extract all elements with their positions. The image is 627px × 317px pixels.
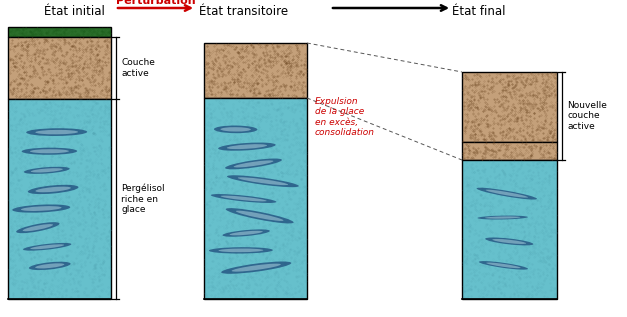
Ellipse shape [485, 217, 520, 219]
Ellipse shape [234, 160, 273, 167]
Bar [8, 99, 111, 299]
Ellipse shape [35, 187, 71, 192]
Ellipse shape [23, 243, 71, 251]
Ellipse shape [23, 224, 53, 231]
Bar [8, 37, 111, 99]
Ellipse shape [29, 262, 71, 270]
Text: Nouvelle
couche
active: Nouvelle couche active [567, 101, 607, 131]
Ellipse shape [485, 237, 534, 245]
Ellipse shape [477, 188, 537, 200]
Bar [462, 72, 557, 142]
Ellipse shape [214, 126, 257, 133]
Ellipse shape [221, 196, 266, 201]
Ellipse shape [229, 231, 263, 235]
Ellipse shape [13, 204, 70, 213]
Bar [204, 43, 307, 98]
Ellipse shape [221, 127, 251, 132]
Ellipse shape [28, 185, 78, 194]
Text: Pergélisol
riche en
glace: Pergélisol riche en glace [121, 184, 165, 214]
Ellipse shape [227, 144, 267, 149]
Ellipse shape [218, 143, 276, 151]
Text: Couche
active: Couche active [121, 58, 155, 78]
Bar [462, 160, 557, 299]
Ellipse shape [21, 206, 61, 211]
Ellipse shape [30, 149, 69, 153]
Text: État initial: État initial [44, 5, 105, 18]
Ellipse shape [26, 128, 87, 136]
Ellipse shape [209, 247, 273, 254]
Ellipse shape [479, 261, 528, 270]
Ellipse shape [486, 190, 528, 197]
Bar [8, 27, 111, 37]
Ellipse shape [487, 262, 520, 268]
Ellipse shape [478, 216, 528, 219]
Ellipse shape [30, 244, 64, 249]
Ellipse shape [218, 249, 263, 252]
Ellipse shape [225, 158, 282, 169]
Ellipse shape [22, 148, 77, 155]
Ellipse shape [31, 168, 63, 172]
Text: Expulsion
de la glace
en excès,
consolidation: Expulsion de la glace en excès, consolid… [315, 97, 375, 137]
Ellipse shape [35, 130, 78, 134]
Ellipse shape [223, 230, 270, 237]
Ellipse shape [24, 167, 70, 174]
Ellipse shape [231, 264, 281, 272]
Ellipse shape [16, 222, 60, 233]
Ellipse shape [238, 177, 288, 185]
Text: État transitoire: État transitoire [199, 5, 288, 18]
Ellipse shape [35, 263, 65, 268]
Bar [462, 142, 557, 160]
Ellipse shape [492, 239, 526, 244]
Text: Perturbation: Perturbation [116, 0, 196, 6]
Ellipse shape [226, 208, 293, 223]
Text: État final: État final [452, 5, 505, 18]
Ellipse shape [211, 194, 277, 203]
Ellipse shape [221, 262, 292, 274]
Ellipse shape [227, 175, 299, 187]
Ellipse shape [236, 210, 283, 221]
Bar [204, 98, 307, 299]
